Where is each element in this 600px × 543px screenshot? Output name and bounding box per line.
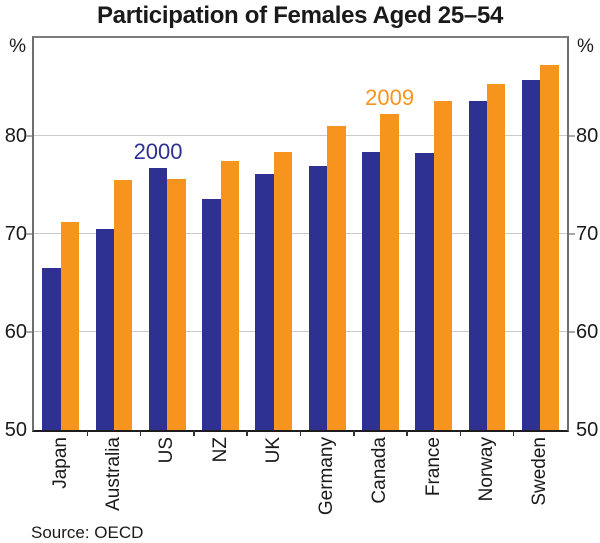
bar-group-japan <box>34 38 87 430</box>
bar-2000-nz <box>202 198 221 430</box>
bar-group-france <box>407 38 460 430</box>
x-axis-label-canada: Canada <box>369 437 391 504</box>
bar-2009-france <box>433 100 453 430</box>
bar-2009-uk <box>273 151 293 430</box>
x-tick-mark-1 <box>86 431 89 436</box>
bar-2009-norway <box>487 84 506 430</box>
bar-2009-us <box>167 179 186 430</box>
bar-group-germany <box>301 38 354 430</box>
gridline-80 <box>34 135 567 136</box>
bar-group-australia <box>87 38 140 430</box>
x-axis-label-sweden: Sweden <box>529 437 551 506</box>
x-tick-mark-8 <box>459 431 462 436</box>
x-tick-mark-3 <box>193 431 195 436</box>
bar-2000-germany <box>308 166 328 430</box>
bar-2000-france <box>415 152 434 430</box>
bar-group-norway <box>460 38 513 430</box>
y-axis-unit-right: % <box>577 36 594 57</box>
x-axis-label-france: France <box>422 437 444 497</box>
chart-title: Participation of Females Aged 25–54 <box>96 2 504 29</box>
y-tick-label-left-80: 80 <box>4 125 27 147</box>
y-axis-unit-left: % <box>9 36 26 57</box>
bar-2009-japan <box>60 222 80 430</box>
x-tick-mark-6 <box>353 431 355 436</box>
x-axis-label-us: US <box>156 437 178 464</box>
x-axis-label-japan: Japan <box>49 437 71 489</box>
y-tick-mark-left-60 <box>26 331 32 333</box>
bar-group-canada <box>354 38 407 430</box>
bar-2000-sweden <box>521 80 541 430</box>
gridline-60 <box>34 331 567 332</box>
y-tick-mark-right-80 <box>569 135 575 137</box>
y-tick-label-right-50: 50 <box>576 419 599 441</box>
bar-2000-australia <box>95 229 114 430</box>
y-tick-label-right-60: 60 <box>576 321 599 343</box>
y-tick-label-right-80: 80 <box>576 125 599 147</box>
bar-2009-nz <box>220 160 239 430</box>
source-note: Source: OECD <box>31 523 144 542</box>
y-tick-mark-right-60 <box>569 331 575 333</box>
x-tick-mark-2 <box>139 431 142 436</box>
x-tick-mark-5 <box>299 431 302 436</box>
bar-group-us <box>141 38 194 430</box>
bar-group-sweden <box>514 38 567 430</box>
y-tick-label-right-70: 70 <box>576 223 599 245</box>
x-axis-label-norway: Norway <box>476 437 498 502</box>
bar-group-nz <box>194 38 247 430</box>
y-tick-label-left-50: 50 <box>4 419 27 441</box>
x-tick-mark-4 <box>246 431 248 436</box>
bar-2009-germany <box>327 126 346 430</box>
bar-group-uk <box>247 38 300 430</box>
x-axis-label-nz: NZ <box>209 437 231 463</box>
y-tick-label-left-70: 70 <box>4 223 27 245</box>
plot-area: 2000 2009 <box>32 36 569 432</box>
x-tick-mark-7 <box>406 431 408 436</box>
y-tick-mark-left-80 <box>26 135 32 137</box>
x-tick-mark-9 <box>512 431 515 436</box>
y-tick-label-left-60: 60 <box>4 321 27 343</box>
bar-2000-japan <box>42 268 61 430</box>
x-axis-label-germany: Germany <box>316 437 338 516</box>
gridline-70 <box>34 233 567 234</box>
bar-2009-australia <box>113 180 133 430</box>
y-tick-mark-left-70 <box>26 233 32 235</box>
bar-2009-sweden <box>540 65 559 430</box>
bar-2000-us <box>148 168 168 430</box>
series-label-2000: 2000 <box>133 139 183 165</box>
x-axis-label-uk: UK <box>262 437 284 464</box>
bar-2000-canada <box>362 151 381 430</box>
bar-2000-uk <box>255 174 274 430</box>
x-axis-label-australia: Australia <box>102 437 124 511</box>
series-label-2009: 2009 <box>365 85 415 111</box>
bar-2009-canada <box>380 114 399 430</box>
bar-2000-norway <box>468 100 488 430</box>
y-tick-mark-right-70 <box>569 233 575 235</box>
